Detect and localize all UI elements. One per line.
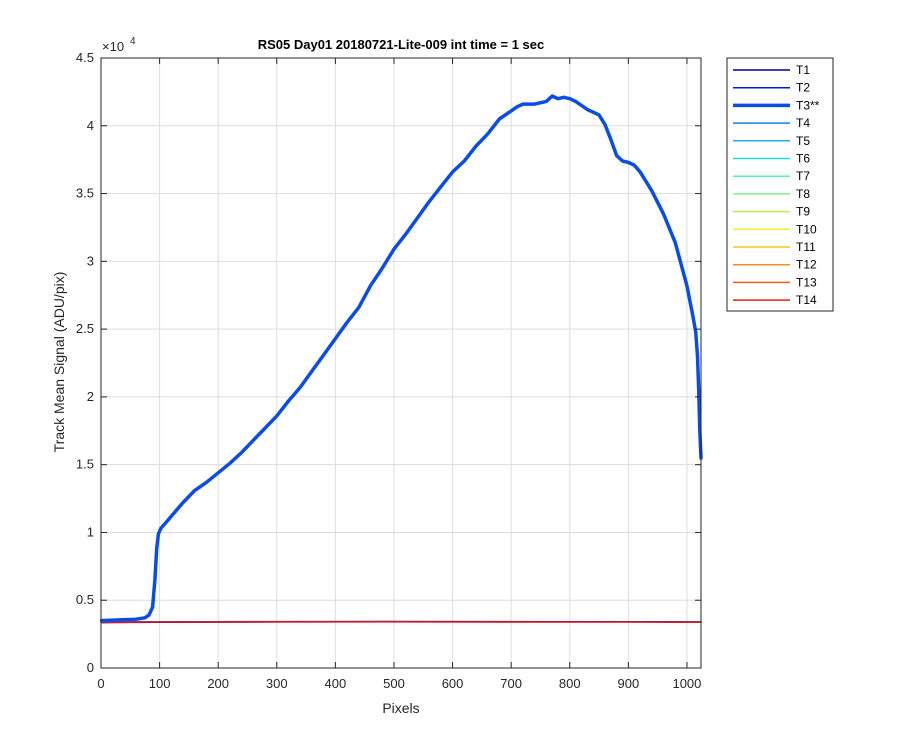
- y-tick-label: 2.5: [76, 321, 94, 336]
- legend-label-t8: T8: [796, 187, 810, 201]
- legend: T1 T2 T3** T4 T5 T6 T7 T8 T9 T10 T11 T12 T13 T14: [727, 58, 833, 311]
- legend-label-t12: T12: [796, 258, 817, 272]
- legend-label-t4: T4: [796, 116, 810, 130]
- legend-label-t1: T1: [796, 63, 810, 77]
- chart-title: RS05 Day01 20180721-Lite-009 int time = …: [258, 37, 545, 52]
- y-tick-label: 3: [87, 253, 94, 268]
- y-axis-label: Track Mean Signal (ADU/pix): [51, 272, 67, 453]
- legend-label-t9: T9: [796, 205, 810, 219]
- x-tick-label: 500: [383, 676, 405, 691]
- legend-label-t13: T13: [796, 275, 817, 289]
- y-tick-label: 0: [87, 660, 94, 675]
- y-tick-label: 0.5: [76, 592, 94, 607]
- y-tick-label: 1.5: [76, 457, 94, 472]
- legend-label-t2: T2: [796, 81, 810, 95]
- x-tick-label: 900: [617, 676, 639, 691]
- x-tick-label: 300: [266, 676, 288, 691]
- y-tick-label: 1: [87, 524, 94, 539]
- legend-label-t11: T11: [796, 240, 816, 254]
- y-tick-label: 2: [87, 389, 94, 404]
- legend-label-t14: T14: [796, 293, 817, 307]
- legend-box: [727, 58, 833, 311]
- y-tick-label: 3.5: [76, 186, 94, 201]
- legend-label-t3: T3**: [796, 98, 820, 112]
- y-tick-label: 4: [87, 118, 94, 133]
- y-exponent-base: ×10: [102, 39, 124, 54]
- legend-label-t6: T6: [796, 152, 810, 166]
- x-tick-label: 200: [207, 676, 229, 691]
- x-tick-label: 800: [559, 676, 581, 691]
- x-tick-label: 0: [97, 676, 104, 691]
- legend-label-t7: T7: [796, 169, 810, 183]
- x-axis-label: Pixels: [382, 700, 419, 716]
- x-tick-label: 1000: [672, 676, 701, 691]
- x-tick-label: 100: [149, 676, 171, 691]
- x-tick-label: 600: [442, 676, 464, 691]
- y-tick-label: 4.5: [76, 50, 94, 65]
- legend-label-t5: T5: [796, 134, 810, 148]
- x-tick-label: 700: [500, 676, 522, 691]
- x-tick-label: 400: [325, 676, 347, 691]
- legend-label-t10: T10: [796, 222, 817, 236]
- y-exponent-power: 4: [130, 36, 136, 47]
